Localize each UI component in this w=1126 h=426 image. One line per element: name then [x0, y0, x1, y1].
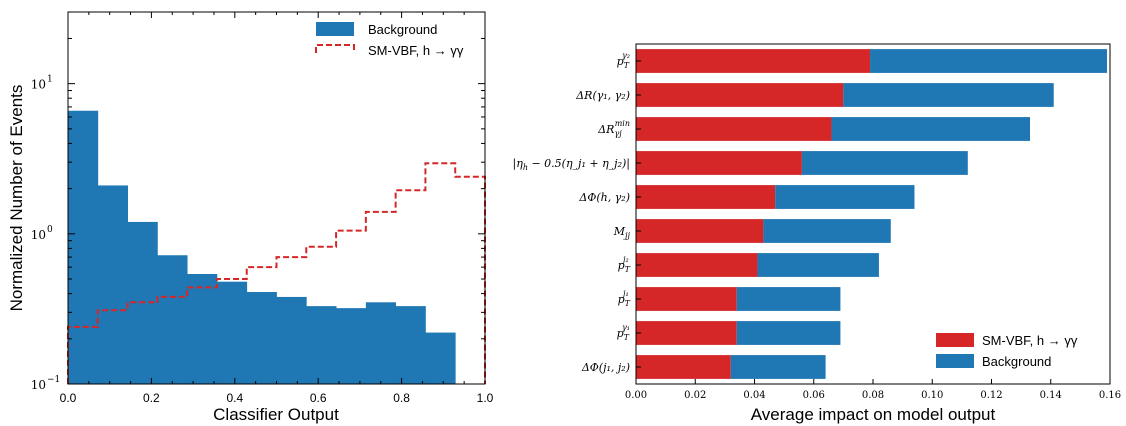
- signal-bar: [636, 253, 758, 277]
- background-bar: [757, 253, 879, 277]
- background-bar: [365, 302, 397, 384]
- legend-label-background: Background: [368, 22, 437, 37]
- x-tick-label: 0.6: [310, 391, 327, 405]
- signal-bar: [636, 287, 737, 311]
- x-tick-label: 0.16: [1099, 390, 1121, 401]
- x-tick-label: 0.02: [684, 390, 706, 401]
- y-tick-label: 10: [31, 78, 46, 92]
- feature-label: ΔRγjmin: [597, 119, 630, 138]
- y-tick-exponent: 0: [47, 225, 53, 235]
- right-feature-importance-panel: 0.00 0.02 0.04 0.06 0.08 0.10 0.12 0.14 0.16 pTγ…: [513, 43, 1121, 424]
- signal-step-line: [67, 162, 486, 384]
- left-y-axis-label: Normalized Number of Events: [7, 85, 26, 312]
- background-bar: [395, 306, 426, 384]
- right-x-ticks: 0.00 0.02 0.04 0.06 0.08 0.10 0.12 0.14 0.16: [625, 379, 1121, 401]
- x-tick-label: 0.4: [226, 391, 243, 405]
- x-tick-label: 0.12: [980, 390, 1002, 401]
- signal-bar: [636, 219, 764, 243]
- left-x-ticks: 0.0 0.2 0.4 0.6 0.8 1.0: [60, 12, 494, 405]
- background-bar: [730, 355, 826, 379]
- background-bar: [68, 110, 99, 385]
- background-bar: [336, 308, 367, 384]
- background-bar: [97, 185, 128, 384]
- feature-label: pTj₂: [618, 255, 631, 274]
- legend-swatch-background-right: [936, 354, 974, 368]
- feature-label: pTj₁: [618, 289, 631, 308]
- legend-swatch-background: [316, 22, 354, 36]
- signal-bar: [636, 321, 737, 345]
- background-bar: [157, 255, 188, 384]
- legend-swatch-signal-right: [936, 333, 974, 347]
- x-tick-label: 0.04: [743, 390, 765, 401]
- feature-label: ΔΦ(h, γ₂): [578, 191, 630, 204]
- background-bar: [187, 274, 218, 384]
- stacked-bars: [636, 49, 1108, 379]
- background-bar: [276, 296, 307, 384]
- feature-label: |ηh − 0.5(η_j₁ + η_j₂)|: [513, 157, 630, 172]
- background-bar: [306, 306, 337, 384]
- left-x-axis-label: Classifier Output: [213, 405, 339, 424]
- legend-label-signal-right: SM-VBF, h → γγ: [982, 333, 1078, 348]
- y-tick-exponent: 1: [47, 75, 53, 85]
- background-bar: [425, 332, 456, 384]
- background-bar: [870, 49, 1108, 73]
- background-bar: [801, 151, 968, 175]
- background-bar: [736, 287, 841, 311]
- right-legend: SM-VBF, h → γγ Background: [936, 333, 1078, 369]
- background-bar: [831, 117, 1031, 141]
- background-bar: [775, 185, 915, 209]
- x-tick-label: 0.0: [60, 391, 77, 405]
- feature-label: ΔΦ(j₁, j₂): [581, 361, 630, 374]
- y-tick-exponent: −1: [47, 375, 60, 385]
- background-histogram: [68, 110, 456, 385]
- feature-label: ΔR(γ₁, γ₂): [575, 89, 630, 102]
- x-tick-label: 0.8: [393, 391, 410, 405]
- feature-label: pTγ₂: [617, 51, 630, 70]
- y-tick-label: 10: [31, 228, 46, 242]
- signal-bar: [636, 49, 871, 73]
- background-bar: [763, 219, 891, 243]
- y-tick-label: 10: [31, 378, 46, 392]
- signal-bar: [636, 185, 776, 209]
- background-bar: [246, 291, 277, 384]
- left-legend: Background SM-VBF, h → γγ: [315, 22, 464, 58]
- x-tick-label: 0.06: [803, 390, 825, 401]
- x-tick-label: 0.10: [921, 390, 943, 401]
- legend-label-background-right: Background: [982, 354, 1051, 369]
- x-tick-label: 1.0: [477, 391, 494, 405]
- x-tick-label: 0.08: [862, 390, 884, 401]
- legend-label-signal: SM-VBF, h → γγ: [368, 43, 464, 58]
- right-x-axis-label: Average impact on model output: [751, 405, 996, 424]
- feature-label: pTγ₁: [617, 323, 630, 342]
- background-bar: [843, 83, 1054, 107]
- signal-bar: [636, 355, 731, 379]
- legend-swatch-signal: [315, 44, 355, 53]
- x-tick-label: 0.2: [143, 391, 160, 405]
- background-bar: [216, 281, 248, 384]
- feature-label: Mjj: [613, 225, 631, 240]
- signal-bar: [636, 83, 844, 107]
- signal-bar: [636, 117, 832, 141]
- x-tick-label: 0.14: [1040, 390, 1062, 401]
- x-tick-label: 0.00: [625, 390, 647, 401]
- signal-bar: [636, 151, 802, 175]
- right-y-ticks: pTγ₂ ΔR(γ₁, γ₂) ΔRγjmin |ηh − 0.5(η_j₁ + η_…: [513, 51, 641, 374]
- background-bar: [736, 321, 841, 345]
